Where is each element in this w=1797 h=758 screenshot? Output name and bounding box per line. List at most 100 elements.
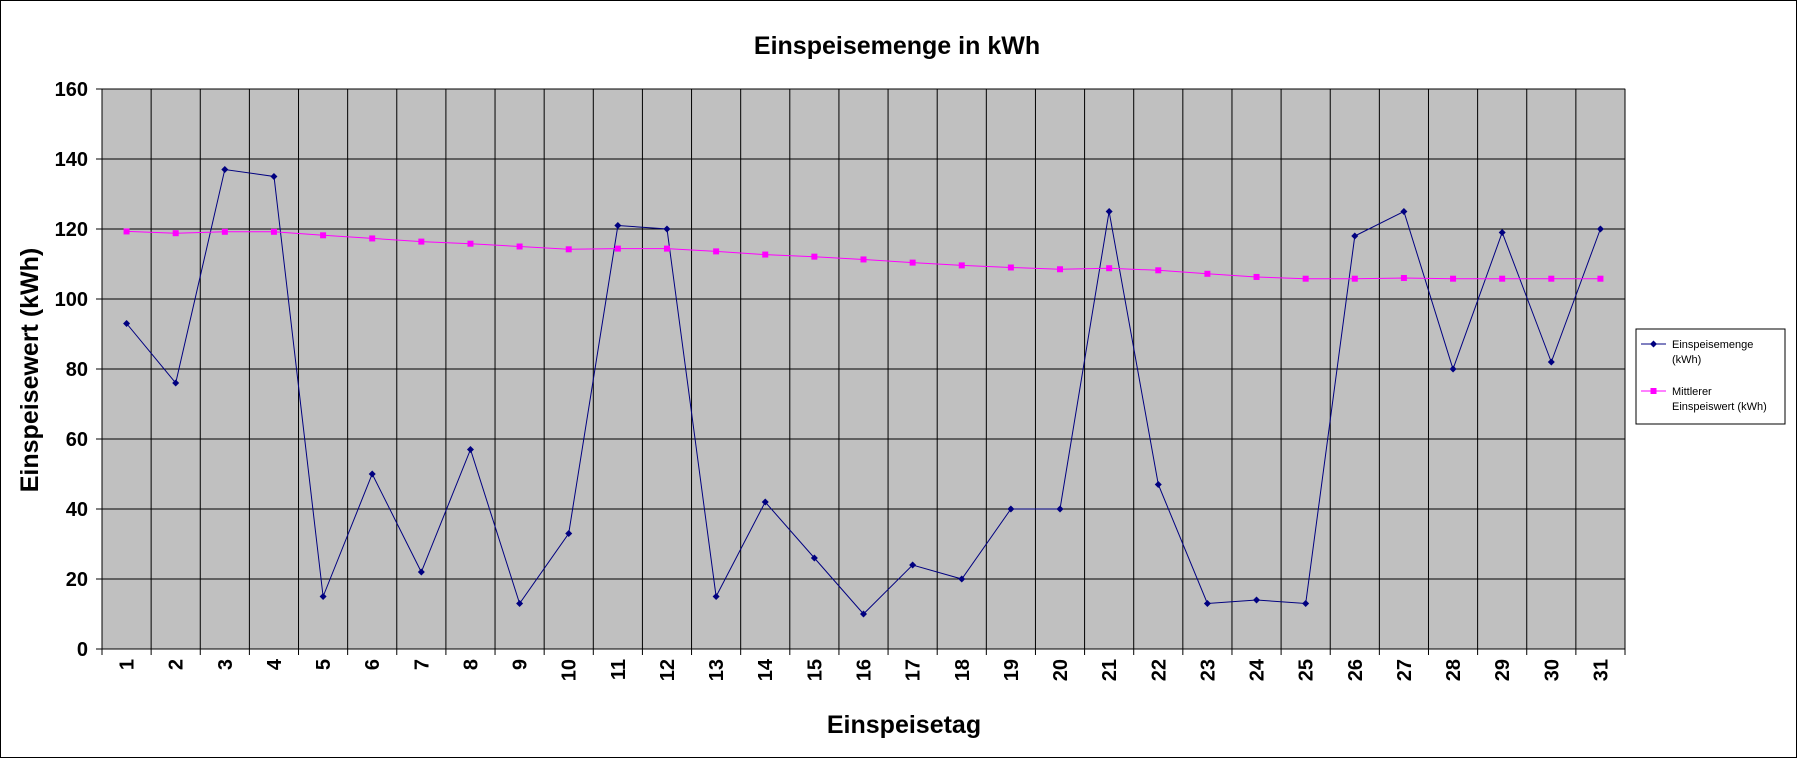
data-point-2: [958, 262, 965, 269]
data-point-2: [369, 235, 376, 242]
x-tick-label: 29: [1492, 659, 1514, 681]
data-point-1: [516, 600, 524, 607]
y-tick-label: 60: [66, 429, 88, 451]
data-point-2: [320, 232, 327, 239]
data-point-2: [1155, 267, 1162, 274]
data-point-2: [172, 230, 179, 237]
x-tick-label: 30: [1541, 659, 1563, 681]
data-point-2: [516, 243, 523, 250]
data-point-1: [319, 593, 327, 600]
x-tick-label: 5: [313, 659, 335, 670]
data-point-1: [810, 554, 818, 562]
data-point-2: [221, 228, 228, 235]
x-tick-label: 13: [706, 659, 728, 681]
x-tick-label: 22: [1148, 659, 1170, 681]
y-tick-label: 0: [77, 639, 88, 661]
y-tick-label: 40: [66, 499, 88, 521]
x-axis-title: Einspeisetag: [827, 711, 981, 739]
data-point-1: [270, 173, 278, 180]
x-tick-label: 31: [1590, 659, 1612, 681]
legend-label: (kWh): [1672, 354, 1701, 366]
data-point-2: [1302, 275, 1309, 282]
y-tick-label: 80: [66, 359, 88, 381]
x-tick-label: 16: [854, 659, 876, 681]
data-point-2: [467, 240, 474, 247]
data-point-1: [1449, 365, 1457, 373]
data-point-1: [761, 498, 769, 506]
data-point-1: [1056, 505, 1064, 513]
x-tick-label: 6: [362, 659, 384, 670]
chart-title: Einspeisemenge in kWh: [754, 32, 1040, 60]
x-tick-label: 8: [460, 659, 482, 670]
x-tick-label: 9: [510, 659, 532, 670]
data-point-1: [123, 320, 131, 327]
data-point-2: [663, 245, 670, 252]
x-tick-label: 17: [903, 659, 925, 681]
x-tick-label: 28: [1443, 659, 1465, 681]
data-point-2: [1450, 275, 1457, 282]
x-tick-label: 26: [1345, 659, 1367, 681]
data-point-1: [614, 222, 622, 229]
data-point-2: [811, 253, 818, 260]
y-tick-label: 160: [55, 79, 88, 101]
x-tick-label: 20: [1050, 659, 1072, 681]
data-point-2: [1400, 275, 1407, 281]
data-point-1: [860, 610, 867, 618]
data-point-1: [909, 561, 917, 569]
data-point-1: [1007, 505, 1015, 513]
data-point-2: [123, 228, 130, 235]
legend-label: Einspeiswert (kWh): [1672, 401, 1767, 413]
data-point-1: [712, 593, 720, 600]
x-tick-label: 18: [952, 659, 974, 681]
data-point-2: [860, 256, 867, 263]
data-point-1: [466, 446, 474, 453]
data-point-2: [1499, 275, 1506, 282]
x-tick-label: 14: [755, 658, 777, 681]
data-point-2: [1106, 265, 1113, 272]
x-tick-label: 15: [804, 659, 826, 681]
data-point-2: [565, 246, 572, 253]
data-point-1: [565, 530, 573, 537]
data-point-2: [1351, 275, 1358, 282]
data-point-2: [1204, 270, 1211, 277]
x-tick-label: 7: [411, 659, 433, 670]
data-point-2: [1057, 266, 1064, 273]
data-point-2: [614, 245, 621, 252]
data-point-1: [1105, 208, 1113, 215]
legend-marker: [1650, 340, 1657, 348]
x-tick-label: 10: [559, 659, 581, 681]
data-point-1: [1351, 232, 1359, 240]
x-tick-label: 21: [1099, 659, 1121, 681]
data-point-1: [417, 568, 425, 576]
data-point-1: [1253, 596, 1261, 604]
data-point-2: [1007, 264, 1014, 271]
data-point-1: [368, 470, 376, 478]
data-point-2: [1548, 275, 1555, 282]
x-tick-label: 23: [1197, 659, 1219, 681]
x-tick-label: 25: [1296, 659, 1318, 681]
data-point-1: [1547, 358, 1555, 366]
x-tick-label: 27: [1394, 659, 1416, 681]
data-point-1: [1596, 225, 1604, 233]
data-point-1: [663, 225, 671, 233]
data-point-1: [172, 379, 180, 387]
x-tick-label: 24: [1247, 658, 1269, 681]
data-point-2: [1253, 273, 1260, 280]
x-tick-label: 4: [264, 658, 286, 670]
x-tick-label: 11: [608, 659, 630, 680]
data-point-1: [1400, 208, 1408, 215]
legend-marker: [1650, 388, 1657, 394]
data-point-1: [221, 166, 229, 173]
y-tick-label: 20: [66, 569, 88, 591]
x-tick-label: 2: [166, 659, 188, 670]
data-point-2: [270, 228, 277, 235]
y-tick-label: 100: [55, 289, 88, 311]
data-point-2: [418, 238, 425, 245]
legend-label: Mittlerer: [1672, 386, 1712, 398]
data-point-2: [762, 251, 769, 258]
legend-label: Einspeisemenge: [1672, 339, 1753, 351]
y-tick-label: 120: [55, 219, 88, 241]
x-tick-label: 12: [657, 659, 679, 681]
data-point-2: [1597, 275, 1604, 282]
